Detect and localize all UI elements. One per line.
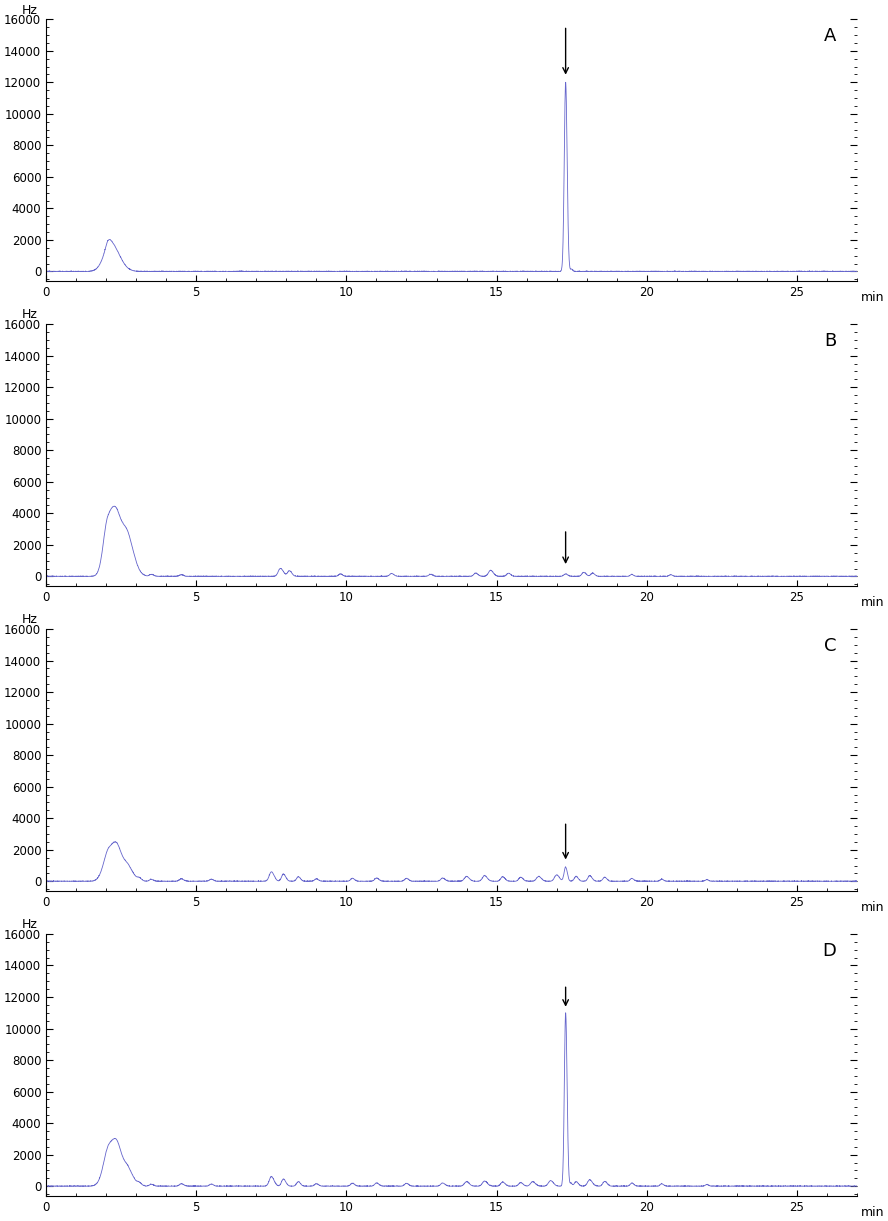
Text: C: C [824,637,836,654]
Text: min: min [861,901,884,915]
Text: A: A [824,27,836,45]
Text: D: D [823,941,836,960]
Text: B: B [824,332,836,350]
Text: min: min [861,1206,884,1219]
Text: Hz: Hz [22,4,38,17]
Text: min: min [861,292,884,304]
Text: Hz: Hz [22,309,38,321]
Text: Hz: Hz [22,613,38,626]
Text: min: min [861,596,884,609]
Text: Hz: Hz [22,918,38,932]
